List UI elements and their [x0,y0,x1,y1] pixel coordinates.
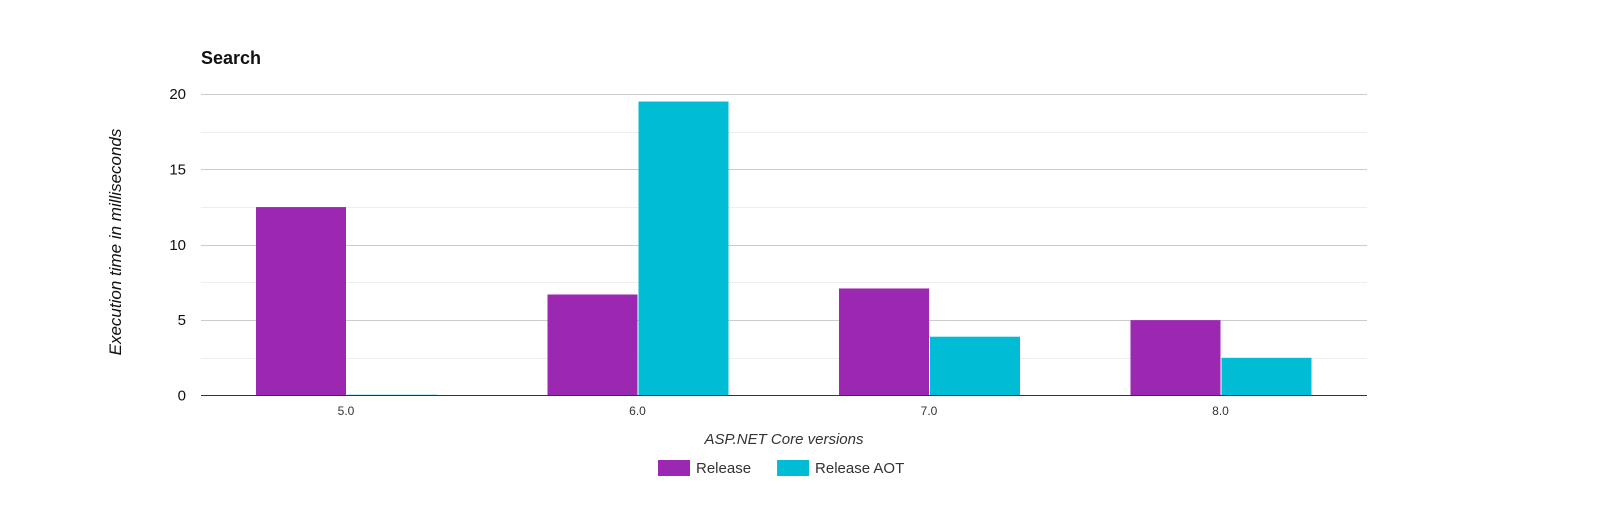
legend-swatch [777,460,810,476]
x-tick-label: 6.0 [629,404,646,418]
legend-label: Release AOT [815,460,904,477]
bar-release-aot-8.0 [1221,357,1312,396]
y-axis-ticks: 0 5 10 15 20 [169,86,186,405]
x-axis-title: ASP.NET Core versions [704,431,864,448]
chart-title: Search [201,48,261,68]
legend: Release Release AOT [658,460,904,477]
bar-release-aot-7.0 [930,336,1020,396]
y-tick-label: 10 [169,237,186,254]
y-tick-label: 0 [178,388,186,405]
x-tick-label: 7.0 [921,404,938,418]
bars [256,101,1312,396]
y-tick-label: 20 [169,86,186,103]
bar-release-8.0 [1130,320,1221,396]
x-axis-ticks: 5.0 6.0 7.0 8.0 [338,404,1230,418]
bar-release-6.0 [547,294,638,396]
legend-swatch [658,460,690,476]
x-tick-label: 5.0 [338,404,355,418]
legend-label: Release [696,460,751,477]
y-tick-label: 15 [169,161,186,178]
bar-release-5.0 [256,207,346,396]
y-axis-title: Execution time in milliseconds [106,128,125,355]
y-tick-label: 5 [178,312,186,329]
bar-release-7.0 [839,288,929,396]
gridlines [201,94,1367,359]
bar-release-aot-6.0 [638,101,729,396]
x-tick-label: 8.0 [1212,404,1229,418]
